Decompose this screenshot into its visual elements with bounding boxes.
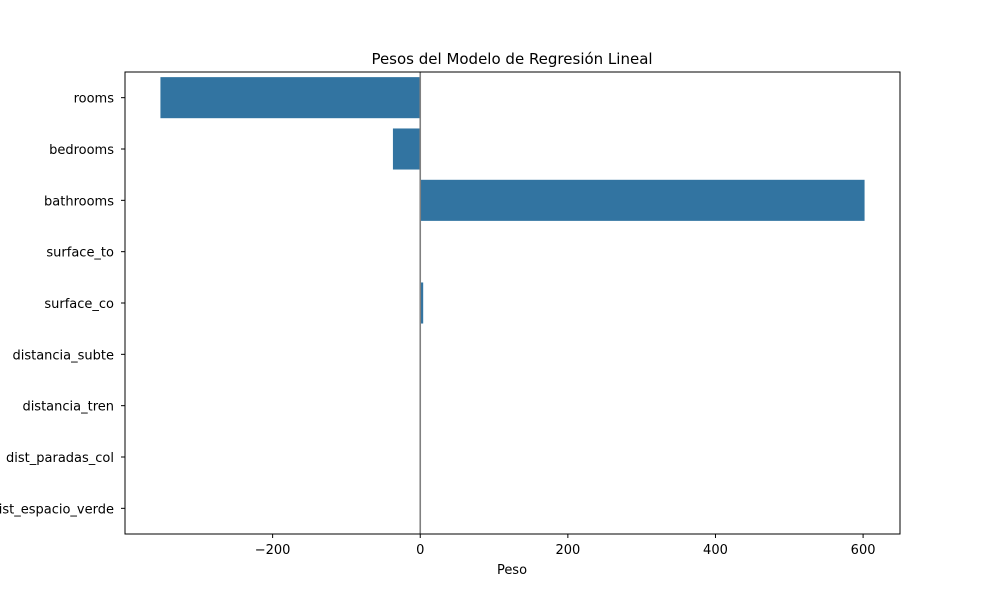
- x-tick-label: −200: [255, 543, 291, 558]
- chart-title: Pesos del Modelo de Regresión Lineal: [371, 50, 652, 68]
- y-tick-label: surface_co: [44, 297, 114, 312]
- x-axis-label: Peso: [497, 563, 527, 578]
- x-tick-label: 200: [555, 543, 580, 558]
- bar-surface_co: [420, 282, 424, 324]
- plot-frame: [124, 71, 901, 535]
- x-tick-label: 600: [851, 543, 876, 558]
- bars-layer: [160, 77, 865, 529]
- y-tick-label: dist_paradas_col: [6, 451, 114, 466]
- x-axis: −200 0 200 400 600: [255, 534, 876, 558]
- bar-bathrooms: [420, 179, 865, 221]
- x-tick-label: 0: [416, 543, 424, 558]
- bar-rooms: [160, 77, 421, 119]
- bar-bedrooms: [392, 128, 421, 170]
- y-axis: rooms bedrooms bathrooms surface_to surface_…: [0, 92, 125, 517]
- y-tick-label: surface_to: [46, 246, 114, 261]
- y-tick-label: distancia_subte: [12, 348, 114, 363]
- y-tick-label: rooms: [74, 92, 115, 107]
- y-tick-label: distancia_tren: [22, 400, 114, 415]
- y-tick-label: bedrooms: [49, 143, 114, 158]
- y-tick-label: bathrooms: [44, 194, 114, 209]
- y-tick-label: dist_espacio_verde: [0, 502, 114, 517]
- x-tick-label: 400: [703, 543, 728, 558]
